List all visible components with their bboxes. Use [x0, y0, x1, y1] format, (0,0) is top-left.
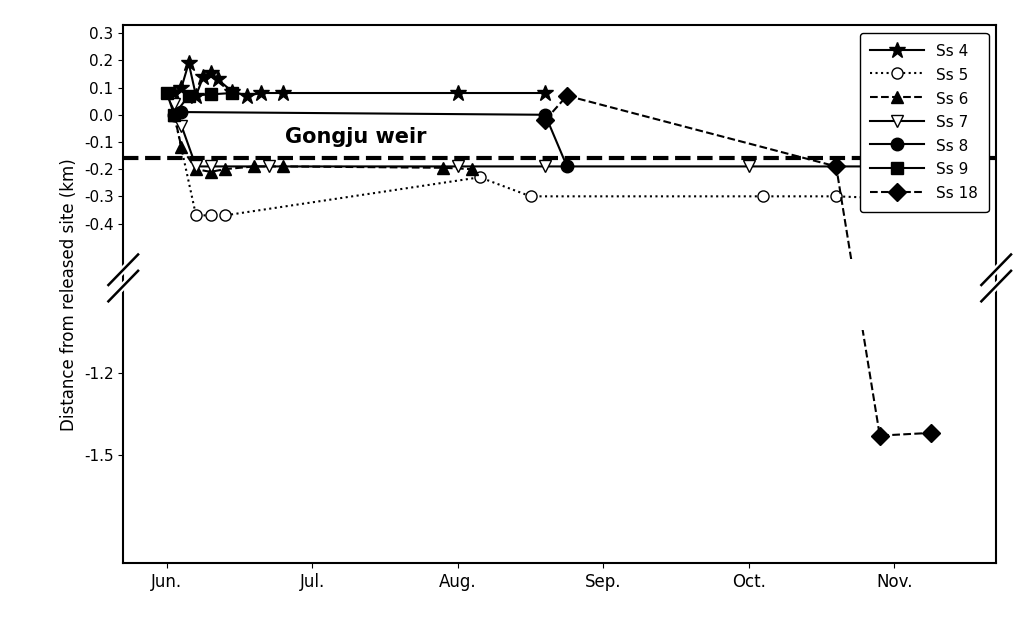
Legend: Ss 4, Ss 5, Ss 6, Ss 7, Ss 8, Ss 9, Ss 18: Ss 4, Ss 5, Ss 6, Ss 7, Ss 8, Ss 9, Ss 1… — [860, 33, 989, 212]
Text: Gongju weir: Gongju weir — [286, 128, 427, 147]
Bar — [123, 259, 996, 329]
Y-axis label: Distance from released site (km): Distance from released site (km) — [61, 158, 78, 431]
